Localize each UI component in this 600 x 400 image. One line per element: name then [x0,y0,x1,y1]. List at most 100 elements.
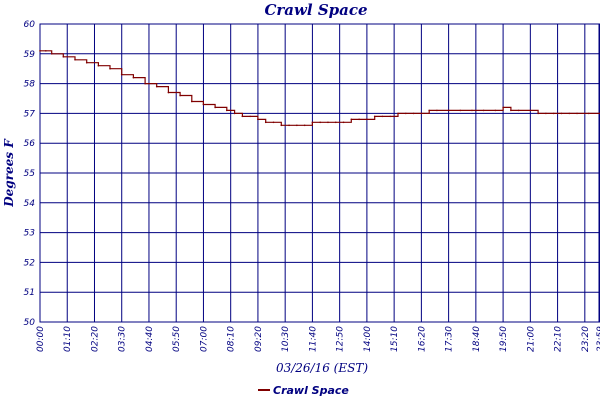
y-tick-label: 56 [24,139,36,149]
x-tick-label: 15:10 [390,326,400,352]
data-point [62,55,65,58]
data-point [537,112,539,115]
chart-title: Crawl Space [264,1,367,19]
y-tick-label: 57 [24,109,36,119]
x-tick-label: 12:50 [336,326,346,352]
data-point [202,103,205,106]
plot-border [39,23,600,323]
x-tick-label: 17:30 [445,326,455,352]
data-point [39,50,41,52]
data-point [144,82,146,85]
x-tick-label: 23:20 [581,326,591,352]
data-point [85,61,88,64]
y-tick-label: 58 [24,80,36,90]
data-point [288,124,290,127]
grid-lines [39,23,600,323]
data-point [510,109,512,112]
data-point [45,50,47,52]
data-point [412,112,415,115]
data-point [319,121,321,124]
data-point [342,121,345,124]
y-tick-label: 59 [24,50,36,60]
x-tick-label: 02:20 [90,326,100,352]
data-point [97,64,100,67]
data-point [132,76,135,79]
x-axis-label: 03/26/16 (EST) [276,361,368,375]
y-axis-label: Degrees F [2,138,16,208]
x-tick-label: 14:00 [363,326,373,352]
data-point [428,109,430,112]
data-point [381,115,384,118]
data-point [296,124,298,127]
data-point [225,109,228,112]
x-tick-label: 16:20 [417,326,427,352]
x-tick-label: 22:10 [554,326,564,352]
data-point [280,124,283,127]
y-tick-label: 52 [24,258,36,268]
data-point [327,121,329,124]
data-point [358,118,360,121]
data-point [482,109,485,112]
y-tick-label: 53 [24,229,36,239]
data-point [420,112,423,115]
x-tick-label: 10:30 [281,326,291,352]
data-point [233,112,236,115]
data-point [190,100,193,103]
data-point [459,109,462,112]
data-point [120,73,123,76]
x-tick-label: 00:00 [36,326,46,352]
data-point [264,121,267,124]
data-point [257,118,259,121]
data-point [405,112,407,115]
y-tick-label: 54 [24,199,36,209]
y-tick-label: 50 [24,318,36,328]
data-point [545,112,547,115]
data-point [249,115,251,118]
x-tick-label: 18:40 [472,326,482,352]
series-line-crawl-space [40,50,600,126]
x-tick-label: 03:30 [118,326,128,352]
x-tick-label: 01:10 [63,326,73,352]
data-point [471,109,473,112]
legend: Crawl Space [258,384,349,397]
data-point [311,121,314,124]
x-tick-label: 09:20 [254,326,264,352]
x-tick-label: 19:50 [499,326,509,352]
data-point [366,118,368,121]
data-point [241,115,244,118]
data-point [397,112,399,115]
data-point [272,121,275,124]
data-point [447,109,450,112]
x-tick-label: 08:10 [227,326,237,352]
data-point [494,109,497,112]
data-point [552,112,555,115]
data-point [303,124,306,127]
data-point [167,91,170,94]
data-point [436,109,438,112]
y-tick-label: 55 [24,169,36,179]
y-tick-labels: 50 51 52 53 54 55 56 57 58 59 60 [24,20,36,328]
data-point [109,67,111,70]
x-tick-label: 11:40 [308,326,318,352]
data-point [74,58,76,61]
x-tick-label: 05:50 [172,326,182,352]
data-point [50,53,53,55]
legend-label: Crawl Space [273,384,349,397]
x-tick-labels: 00:00 01:10 02:20 03:30 04:40 05:50 07:00 08:10… [36,326,600,352]
data-point [155,85,158,88]
data-point [389,115,392,118]
x-tick-label: 23:59 [596,326,600,352]
data-point [587,112,590,115]
data-point [517,109,520,112]
data-point [214,106,216,109]
x-tick-label: 04:40 [145,326,155,352]
data-point [502,106,504,109]
data-point [560,112,563,115]
data-point [373,115,376,118]
data-point [576,112,578,115]
data-point [529,109,532,112]
data-point [568,112,571,115]
data-point [334,121,337,124]
series-lines [39,50,600,127]
